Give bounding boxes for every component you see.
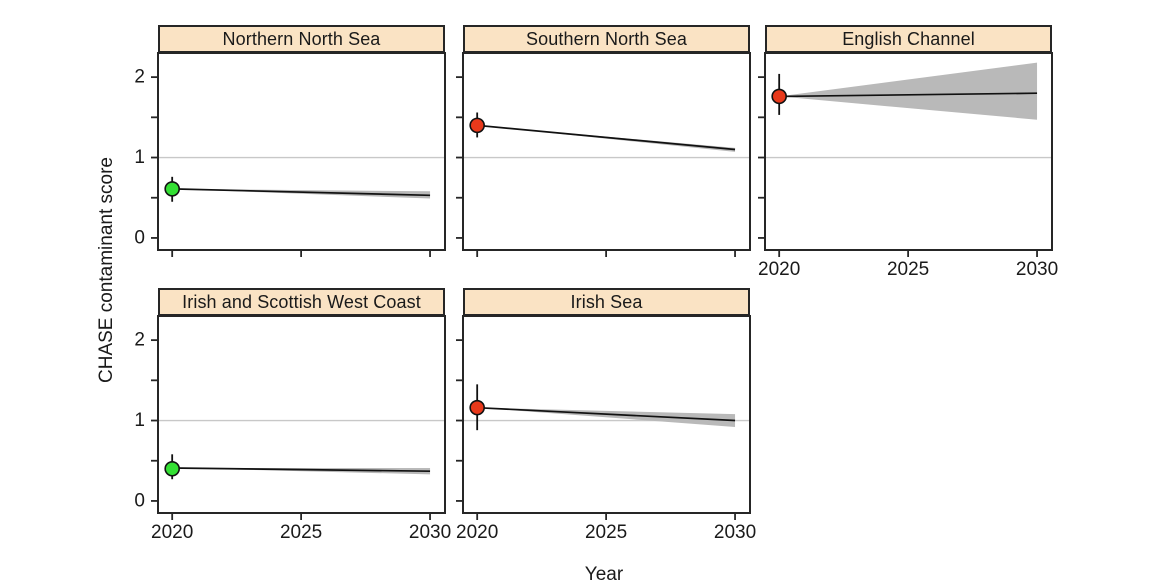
panel-border (157, 315, 446, 514)
x-tick-label: 2030 (714, 522, 756, 543)
x-tick-label: 2030 (1016, 259, 1058, 280)
facet-title: Southern North Sea (526, 29, 687, 49)
y-tick-label: 2 (134, 330, 145, 351)
facet-strip-english-channel: English Channel (765, 25, 1052, 53)
y-tick-label: 1 (134, 147, 145, 168)
facet-strip-southern-north-sea: Southern North Sea (463, 25, 750, 53)
confidence-ribbon (779, 62, 1038, 120)
facet-plot-area: 2020 2025 2030 (758, 52, 1058, 280)
data-point (164, 181, 180, 197)
y-tick-label: 0 (134, 490, 145, 511)
y-tick-label: 0 (134, 227, 145, 248)
confidence-ribbon (477, 407, 736, 427)
x-tick-label: 2020 (456, 522, 498, 543)
x-tick-label: 2025 (887, 259, 929, 280)
facet-title: Northern North Sea (222, 29, 381, 49)
facet-plot-area: 0 1 2 (134, 52, 446, 257)
facet-title: Irish and Scottish West Coast (182, 292, 421, 312)
trend-line (779, 92, 1038, 98)
facet-strip-irish-and-scottish-west-coast: Irish and Scottish West Coast (158, 288, 445, 316)
data-point (469, 399, 485, 416)
facet-strip-northern-north-sea: Northern North Sea (158, 25, 445, 53)
panel-border (157, 52, 446, 251)
confidence-ribbon (172, 188, 431, 199)
x-axis-title: Year (584, 564, 624, 585)
data-point (164, 460, 180, 477)
panel-border (462, 52, 751, 251)
trend-line (477, 406, 736, 422)
facet-plot-area: 2020 2025 2030 (456, 315, 756, 543)
y-tick-label: 1 (134, 410, 145, 431)
x-tick-label: 2025 (585, 522, 627, 543)
trend-line (172, 467, 431, 473)
data-point (469, 117, 485, 134)
facet-title: Irish Sea (570, 292, 643, 312)
x-tick-label: 2020 (151, 522, 193, 543)
x-tick-label: 2030 (409, 522, 451, 543)
facet-plot-area: 0 1 2 2020 2025 2030 (134, 315, 451, 543)
y-axis-title: CHASE contaminant score (96, 157, 117, 383)
trend-line (477, 124, 736, 151)
data-point (771, 88, 787, 105)
x-tick-label: 2020 (758, 259, 800, 280)
y-tick-label: 2 (134, 67, 145, 88)
facet-strip-irish-sea: Irish Sea (463, 288, 750, 316)
facet-title: English Channel (842, 29, 975, 49)
trend-line (172, 188, 431, 197)
facet-plot-area (456, 52, 751, 257)
x-tick-label: 2025 (280, 522, 322, 543)
